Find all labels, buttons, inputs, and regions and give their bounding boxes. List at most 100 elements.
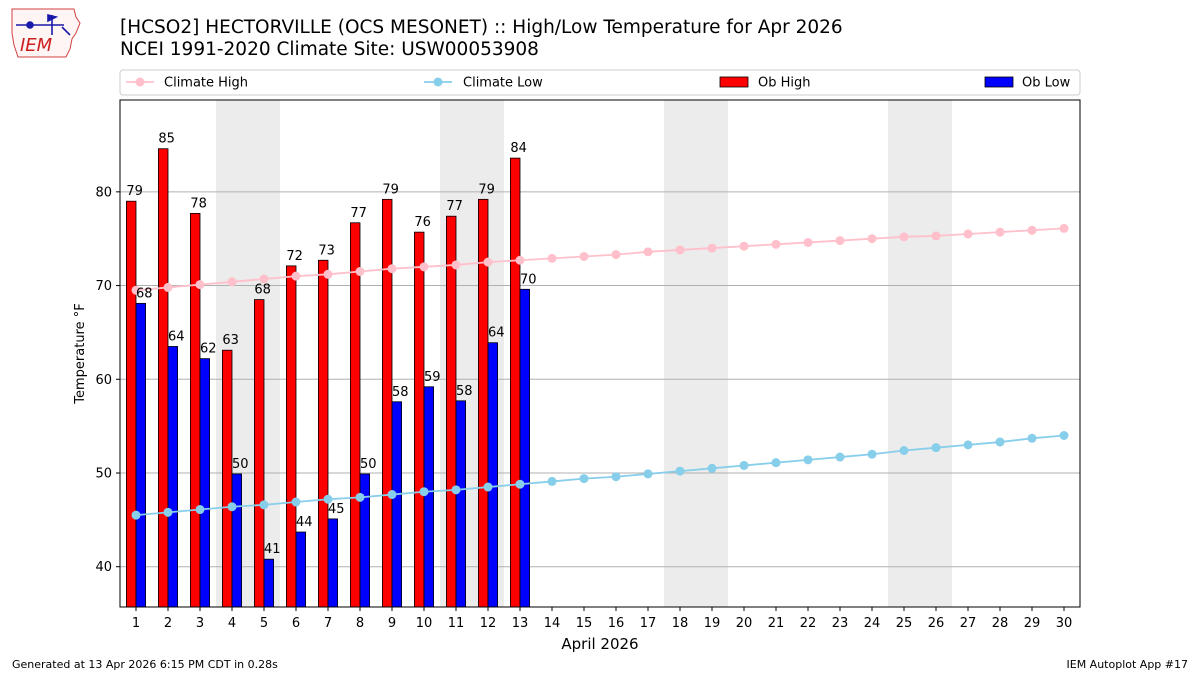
ob-high-label: 78 bbox=[190, 196, 207, 211]
climate-high-point bbox=[643, 247, 653, 257]
ob-high-bar bbox=[381, 198, 393, 608]
x-tick-label: 1 bbox=[132, 616, 140, 631]
ob-high-bar bbox=[285, 265, 297, 608]
climate-high-point bbox=[739, 241, 749, 251]
ob-low-bar bbox=[519, 288, 531, 608]
climate-low-point bbox=[259, 500, 269, 510]
climate-high-point bbox=[867, 234, 877, 244]
legend-ob-high-swatch bbox=[719, 76, 749, 88]
iem-logo-text: IEM bbox=[20, 35, 53, 56]
ob-high-label: 73 bbox=[318, 243, 335, 258]
ob-high-label: 77 bbox=[350, 206, 367, 221]
climate-low-point bbox=[419, 487, 429, 497]
climate-low-point bbox=[291, 497, 301, 507]
x-tick-label: 7 bbox=[324, 616, 332, 631]
climate-low-point bbox=[1027, 433, 1037, 443]
ob-low-bar bbox=[487, 342, 499, 608]
climate-low-point bbox=[963, 440, 973, 450]
x-tick-label: 23 bbox=[832, 616, 849, 631]
x-tick-label: 26 bbox=[928, 616, 945, 631]
ob-high-bar bbox=[189, 212, 201, 608]
climate-low-point bbox=[387, 490, 397, 500]
ob-low-label: 50 bbox=[360, 457, 377, 472]
climate-low-point bbox=[163, 507, 173, 517]
x-tick-label: 2 bbox=[164, 616, 172, 631]
ob-low-bar bbox=[263, 558, 275, 608]
title-line-1: [HCSO2] HECTORVILLE (OCS MESONET) :: Hig… bbox=[120, 17, 843, 38]
ob-high-bar bbox=[349, 222, 361, 608]
climate-high-point bbox=[1059, 223, 1069, 233]
legend-climate-low-label: Climate Low bbox=[463, 76, 543, 91]
y-tick-label: 40 bbox=[95, 560, 112, 575]
ob-high-bar bbox=[317, 259, 329, 608]
legend-ob-low-swatch bbox=[984, 76, 1014, 88]
climate-low-point bbox=[451, 485, 461, 495]
x-tick-label: 27 bbox=[960, 616, 977, 631]
ob-high-label: 79 bbox=[126, 184, 143, 199]
chart-title: [HCSO2] HECTORVILLE (OCS MESONET) :: Hig… bbox=[120, 17, 843, 61]
climate-low-point bbox=[483, 482, 493, 492]
climate-low-point bbox=[227, 502, 237, 512]
climate-high-point bbox=[419, 262, 429, 272]
climate-low-line bbox=[135, 434, 1065, 517]
climate-high-point bbox=[227, 277, 237, 287]
x-axis-label: April 2026 bbox=[561, 635, 638, 653]
ob-high-bar bbox=[157, 148, 169, 608]
climate-low-point bbox=[803, 455, 813, 465]
climate-high-point bbox=[323, 269, 333, 279]
ob-high-bar bbox=[126, 200, 137, 608]
weekend-shade bbox=[696, 100, 728, 607]
climate-high-point bbox=[899, 232, 909, 242]
x-tick-label: 18 bbox=[672, 616, 689, 631]
weekend-shade bbox=[888, 100, 920, 607]
climate-low-point bbox=[131, 510, 141, 520]
climate-low-point bbox=[611, 472, 621, 482]
x-tick-label: 15 bbox=[576, 616, 593, 631]
iem-logo: IEM bbox=[11, 8, 81, 58]
iowa-state-outline-icon bbox=[11, 8, 81, 58]
climate-high-line bbox=[135, 227, 1065, 292]
climate-high-point bbox=[931, 231, 941, 241]
ob-high-bar bbox=[509, 157, 521, 608]
ob-low-label: 58 bbox=[392, 385, 409, 400]
climate-high-point bbox=[259, 274, 269, 284]
climate-low-point bbox=[579, 474, 589, 484]
x-tick-label: 19 bbox=[704, 616, 721, 631]
ob-high-label: 79 bbox=[478, 182, 495, 197]
climate-high-point bbox=[291, 271, 301, 281]
x-tick-label: 10 bbox=[416, 616, 433, 631]
ob-low-bar bbox=[199, 358, 211, 608]
ob-high-label: 68 bbox=[254, 283, 271, 298]
climate-lines bbox=[131, 223, 1069, 520]
y-tick-label: 50 bbox=[95, 466, 112, 481]
climate-low-point bbox=[899, 445, 909, 455]
legend-box bbox=[119, 69, 1081, 96]
x-tick-label: 21 bbox=[768, 616, 785, 631]
climate-high-point bbox=[835, 236, 845, 246]
y-axis-label: Temperature °F bbox=[73, 303, 88, 404]
x-tick-label: 5 bbox=[260, 616, 268, 631]
bars bbox=[126, 148, 531, 608]
climate-low-point bbox=[707, 463, 717, 473]
climate-high-point bbox=[963, 229, 973, 239]
x-tick-label: 28 bbox=[992, 616, 1009, 631]
climate-low-point bbox=[323, 494, 333, 504]
title-line-2: NCEI 1991-2020 Climate Site: USW00053908 bbox=[120, 39, 539, 60]
climate-high-point bbox=[803, 237, 813, 247]
climate-high-point bbox=[611, 250, 621, 260]
ob-low-label: 45 bbox=[328, 502, 345, 517]
ob-high-label: 76 bbox=[414, 215, 431, 230]
climate-low-point bbox=[195, 505, 205, 515]
x-tick-label: 12 bbox=[480, 616, 497, 631]
climate-low-point bbox=[675, 466, 685, 476]
climate-high-point bbox=[483, 257, 493, 267]
ob-high-bar bbox=[253, 299, 265, 608]
y-tick-label: 80 bbox=[95, 185, 112, 200]
x-tick-label: 9 bbox=[388, 616, 396, 631]
climate-high-point bbox=[451, 260, 461, 270]
grid-lines bbox=[120, 191, 1080, 568]
ob-high-bar bbox=[445, 215, 457, 608]
climate-low-point bbox=[515, 479, 525, 489]
ob-high-label: 72 bbox=[286, 249, 303, 264]
